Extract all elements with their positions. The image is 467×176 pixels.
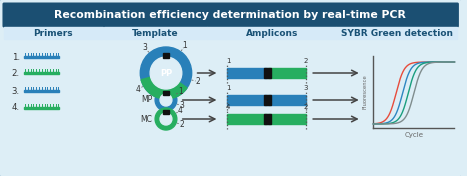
- Text: MP: MP: [141, 96, 152, 105]
- Text: 2.: 2.: [12, 68, 20, 77]
- Text: 4: 4: [226, 104, 230, 110]
- Text: 2: 2: [179, 120, 184, 129]
- Text: 3.: 3.: [12, 86, 20, 96]
- Bar: [4, 27, 103, 39]
- Text: Fluorescence: Fluorescence: [362, 75, 367, 109]
- FancyBboxPatch shape: [2, 2, 459, 27]
- Text: 3: 3: [179, 101, 184, 110]
- Text: 4: 4: [178, 106, 183, 115]
- Text: 1: 1: [178, 87, 183, 96]
- Bar: [227, 95, 267, 105]
- Text: PP: PP: [160, 68, 172, 77]
- Text: Amplicons: Amplicons: [246, 29, 298, 37]
- Bar: [227, 68, 267, 78]
- Text: 1: 1: [226, 85, 231, 91]
- Text: Primers: Primers: [34, 29, 73, 37]
- Bar: [336, 27, 457, 39]
- Circle shape: [155, 89, 177, 111]
- Text: 4.: 4.: [12, 103, 20, 112]
- Bar: [24, 107, 59, 109]
- Bar: [263, 114, 271, 124]
- Bar: [163, 91, 169, 95]
- Text: 1.: 1.: [12, 52, 20, 61]
- Text: 2: 2: [195, 77, 200, 86]
- Text: 3: 3: [142, 43, 148, 52]
- Text: 1: 1: [182, 42, 187, 51]
- Text: Recombination efficiency determination by real-time PCR: Recombination efficiency determination b…: [54, 10, 406, 20]
- Bar: [227, 114, 267, 124]
- Bar: [263, 95, 271, 105]
- Text: 3: 3: [303, 85, 308, 91]
- Circle shape: [155, 108, 177, 130]
- Text: 2: 2: [303, 58, 307, 64]
- Text: SYBR Green detection: SYBR Green detection: [341, 29, 453, 37]
- Bar: [207, 27, 336, 39]
- Circle shape: [150, 57, 182, 89]
- Text: Cycle: Cycle: [404, 132, 424, 138]
- Bar: [269, 114, 306, 124]
- Bar: [263, 68, 271, 78]
- Bar: [163, 110, 169, 114]
- Bar: [24, 56, 59, 58]
- Bar: [163, 53, 170, 58]
- Text: 2: 2: [303, 104, 307, 110]
- Circle shape: [160, 113, 172, 125]
- Polygon shape: [141, 77, 187, 99]
- Bar: [24, 72, 59, 74]
- Bar: [104, 27, 207, 39]
- Text: 1: 1: [226, 58, 231, 64]
- Bar: [269, 68, 306, 78]
- Text: MC: MC: [140, 115, 152, 124]
- Text: Template: Template: [132, 29, 178, 37]
- Bar: [269, 95, 306, 105]
- Text: 4: 4: [135, 85, 140, 94]
- Circle shape: [160, 94, 172, 106]
- Bar: [24, 90, 59, 92]
- Circle shape: [140, 47, 191, 99]
